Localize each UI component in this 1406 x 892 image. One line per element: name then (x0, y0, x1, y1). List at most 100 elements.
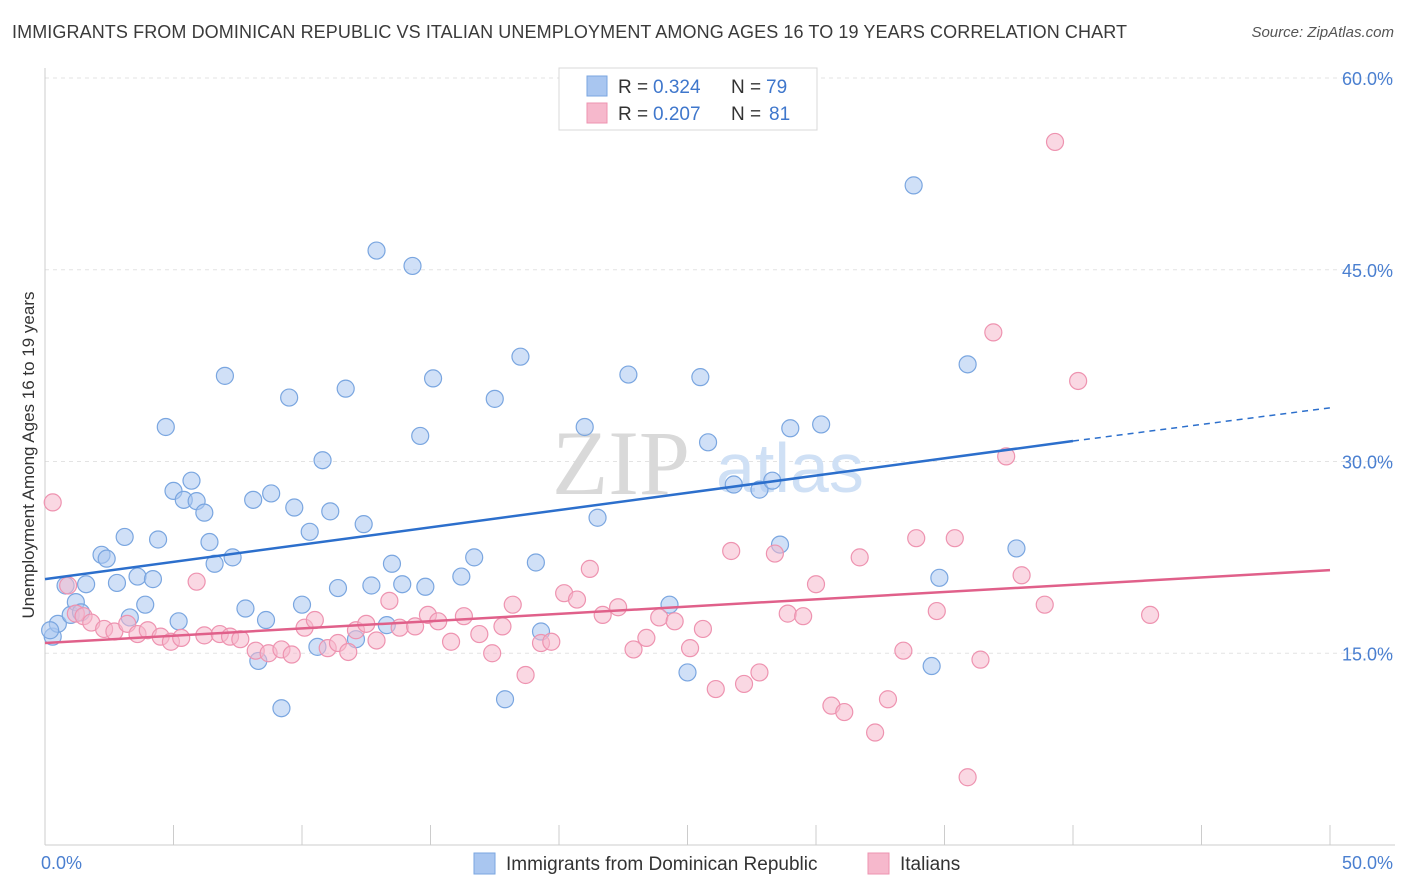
point-series0-22 (200, 532, 219, 552)
point-series0-52 (452, 567, 471, 586)
point-series1-62 (806, 575, 826, 594)
point-series0-50 (416, 577, 435, 596)
point-series1-49 (624, 640, 643, 659)
legend-box: R = 0.324 N = 79 R = 0.207 N = 81 (558, 67, 818, 131)
point-series1-0 (43, 493, 62, 512)
point-series1-67 (878, 690, 898, 709)
point-series0-65 (698, 433, 718, 452)
point-series1-35 (441, 632, 461, 651)
point-series0-19 (182, 471, 201, 490)
bottom-legend-label-italians: Italians (900, 854, 960, 875)
point-series0-7 (97, 549, 116, 568)
point-series0-77 (41, 621, 60, 640)
point-series0-24 (215, 366, 234, 385)
point-series1-79 (1069, 371, 1088, 391)
point-series1-53 (680, 639, 700, 658)
legend-n-value-2: 81 (769, 104, 790, 125)
point-series1-76 (1012, 566, 1031, 585)
point-series0-17 (169, 612, 188, 631)
point-series0-49 (411, 426, 430, 446)
point-series0-57 (526, 553, 545, 572)
point-series0-9 (115, 527, 134, 547)
point-series0-44 (367, 241, 386, 260)
point-series0-11 (128, 567, 147, 586)
point-series1-77 (1035, 595, 1054, 614)
point-series1-52 (665, 612, 684, 631)
point-series0-35 (300, 522, 319, 541)
point-series1-61 (794, 607, 813, 626)
point-series1-41 (516, 665, 535, 685)
point-series1-1 (59, 576, 78, 595)
point-series1-12 (172, 628, 191, 648)
point-series1-13 (187, 572, 206, 591)
point-series1-48 (609, 598, 628, 617)
point-series1-64 (835, 702, 854, 722)
point-series1-21 (282, 645, 301, 664)
y-tick-label-2: 45.0% (1342, 261, 1393, 281)
point-series0-53 (465, 548, 484, 567)
point-series0-59 (575, 417, 594, 437)
point-series0-61 (619, 365, 638, 384)
point-series1-17 (231, 630, 250, 649)
point-series1-30 (380, 591, 399, 610)
point-series1-43 (542, 632, 561, 651)
point-series0-74 (930, 568, 949, 587)
point-series1-29 (367, 631, 386, 650)
y-axis-label: Unemployment Among Ages 16 to 19 years (19, 292, 38, 619)
point-series1-65 (850, 548, 869, 567)
legend-r-value-2: 0.207 (653, 104, 701, 125)
y-tick-label-0: 15.0% (1342, 644, 1393, 664)
point-series0-71 (812, 415, 831, 434)
point-series1-71 (945, 529, 964, 548)
point-series1-70 (927, 601, 946, 621)
legend-n-value-1: 79 (766, 77, 787, 98)
point-series1-51 (650, 608, 669, 627)
bottom-legend-swatch-dominican (473, 852, 496, 875)
x-tick-label-1: 50.0% (1342, 853, 1393, 873)
point-series0-63 (678, 663, 697, 682)
point-series0-25 (223, 548, 242, 567)
point-series1-54 (693, 619, 713, 639)
legend-swatch-italians (586, 102, 608, 124)
bottom-legend-label-dominican: Immigrants from Dominican Republic (506, 854, 818, 875)
point-series1-40 (503, 595, 522, 614)
point-series0-30 (262, 484, 281, 503)
point-series0-55 (495, 690, 515, 709)
point-series1-80 (1140, 605, 1160, 625)
trend-line-series0 (44, 439, 1074, 581)
point-series0-26 (236, 599, 255, 618)
x-tick-labels: 0.0% 50.0% (41, 853, 1393, 873)
point-series0-15 (156, 417, 175, 437)
legend-swatch-dominican (586, 75, 608, 97)
point-series0-48 (403, 256, 422, 276)
point-series1-73 (971, 650, 990, 669)
point-series0-13 (143, 570, 163, 589)
bottom-legend: Immigrants from Dominican Republic Itali… (473, 852, 960, 875)
point-series1-59 (765, 544, 784, 563)
point-series0-40 (336, 379, 355, 398)
chart-title: IMMIGRANTS FROM DOMINICAN REPUBLIC VS IT… (12, 22, 1128, 42)
point-series0-37 (313, 451, 332, 470)
legend-n-label-1: N = (731, 77, 761, 98)
point-series1-58 (750, 663, 769, 682)
point-series0-51 (423, 369, 443, 388)
trend-line-extension-series0 (1072, 407, 1331, 442)
point-series1-72 (958, 768, 977, 787)
y-tick-label-1: 30.0% (1342, 453, 1393, 473)
point-series0-27 (244, 490, 263, 509)
point-series0-32 (280, 388, 299, 407)
point-series1-68 (894, 641, 913, 660)
y-tick-labels: 15.0% 30.0% 45.0% 60.0% (1342, 69, 1393, 664)
point-series0-54 (485, 389, 504, 408)
point-series0-34 (292, 595, 312, 614)
point-series1-50 (637, 628, 656, 648)
point-series0-46 (382, 554, 402, 573)
point-series1-57 (734, 674, 754, 694)
point-series1-26 (339, 642, 358, 662)
source-text: Source: ZipAtlas.com (1251, 24, 1394, 41)
axes (44, 68, 1395, 846)
point-series0-78 (77, 575, 96, 594)
point-series0-12 (136, 595, 155, 614)
point-series0-75 (958, 355, 977, 374)
